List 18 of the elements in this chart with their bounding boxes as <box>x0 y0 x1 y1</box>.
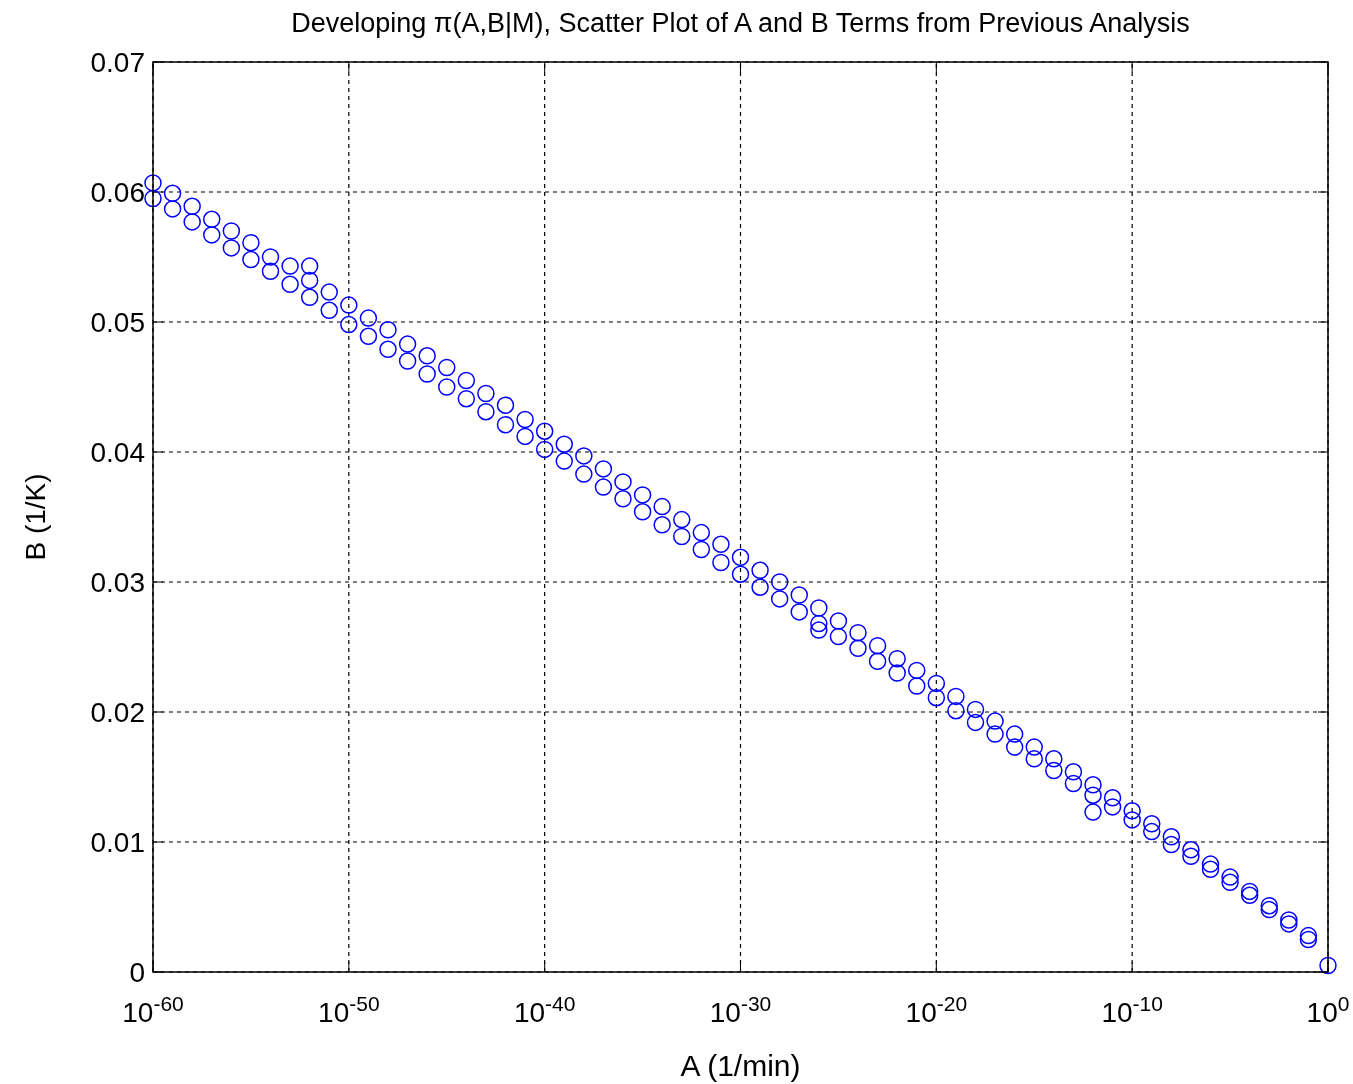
y-tick-label: 0 <box>129 957 145 988</box>
chart-title: Developing π(A,B|M), Scatter Plot of A and B Terms from Previous Analysis <box>291 8 1190 38</box>
x-tick-label: 10$^{-30}$ <box>709 991 772 1028</box>
y-tick-label: 0.07 <box>90 47 145 78</box>
y-tick-label: 0.03 <box>90 567 145 598</box>
y-tick-label: 0.02 <box>90 697 145 728</box>
x-tick-label: 10$^{0}$ <box>1306 991 1350 1028</box>
y-tick-label: 0.01 <box>90 827 145 858</box>
x-axis-title: A (1/min) <box>680 1049 801 1082</box>
y-axis-title: B (1/K) <box>20 473 51 561</box>
x-tick-label: 10$^{-40}$ <box>513 991 576 1028</box>
y-tick-label: 0.05 <box>90 307 145 338</box>
x-tick-label: 10$^{-60}$ <box>122 991 184 1028</box>
x-tick-label: 10$^{-50}$ <box>318 991 380 1028</box>
y-tick-label: 0.04 <box>90 437 145 468</box>
x-tick-label: 10$^{-20}$ <box>905 991 968 1028</box>
x-tick-label: 10$^{-10}$ <box>1101 991 1163 1028</box>
y-tick-label: 0.06 <box>90 177 145 208</box>
